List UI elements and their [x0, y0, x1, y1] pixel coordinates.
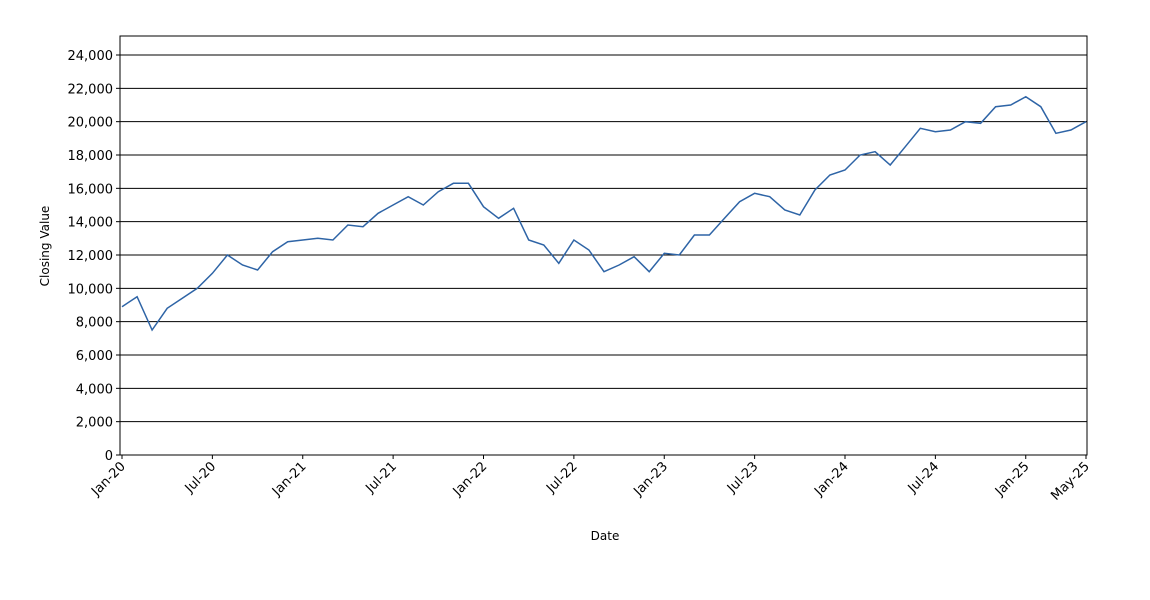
y-tick-label: 20,000 — [68, 116, 114, 131]
y-tick-label: 6,000 — [76, 349, 113, 364]
x-tick-label: Jan-25 — [992, 459, 1033, 500]
x-axis-title: Date — [591, 529, 620, 543]
x-tick-label: Jul-22 — [543, 459, 580, 496]
x-tick-label: Jan-24 — [811, 459, 852, 500]
x-tick-label: Jan-22 — [450, 459, 491, 500]
y-tick-label: 2,000 — [76, 416, 113, 431]
y-tick-label: 14,000 — [68, 216, 114, 231]
x-tick-label: Jul-23 — [724, 459, 761, 496]
y-tick-label: 16,000 — [68, 182, 114, 197]
y-tick-label: 18,000 — [68, 149, 114, 164]
y-tick-label: 22,000 — [68, 82, 114, 97]
y-tick-label: 10,000 — [68, 282, 114, 297]
x-tick-label: Jul-24 — [905, 459, 942, 496]
x-tick-label: Jul-20 — [182, 459, 219, 496]
line — [121, 95, 1087, 332]
y-tick-label: 24,000 — [68, 49, 114, 64]
plot-area — [119, 35, 1088, 456]
y-tick-label: 0 — [105, 449, 113, 464]
x-tick-label: Jan-21 — [269, 459, 310, 500]
y-tick-label: 8,000 — [76, 316, 113, 331]
y-tick-label: 4,000 — [76, 382, 113, 397]
x-tick-label: May-25 — [1048, 459, 1092, 503]
x-tick-label: Jan-20 — [88, 459, 129, 500]
y-tick-label: 12,000 — [68, 249, 114, 264]
x-tick-label: Jul-21 — [363, 459, 400, 496]
x-tick-label: Jan-23 — [631, 459, 672, 500]
y-axis-title: Closing Value — [38, 206, 52, 287]
